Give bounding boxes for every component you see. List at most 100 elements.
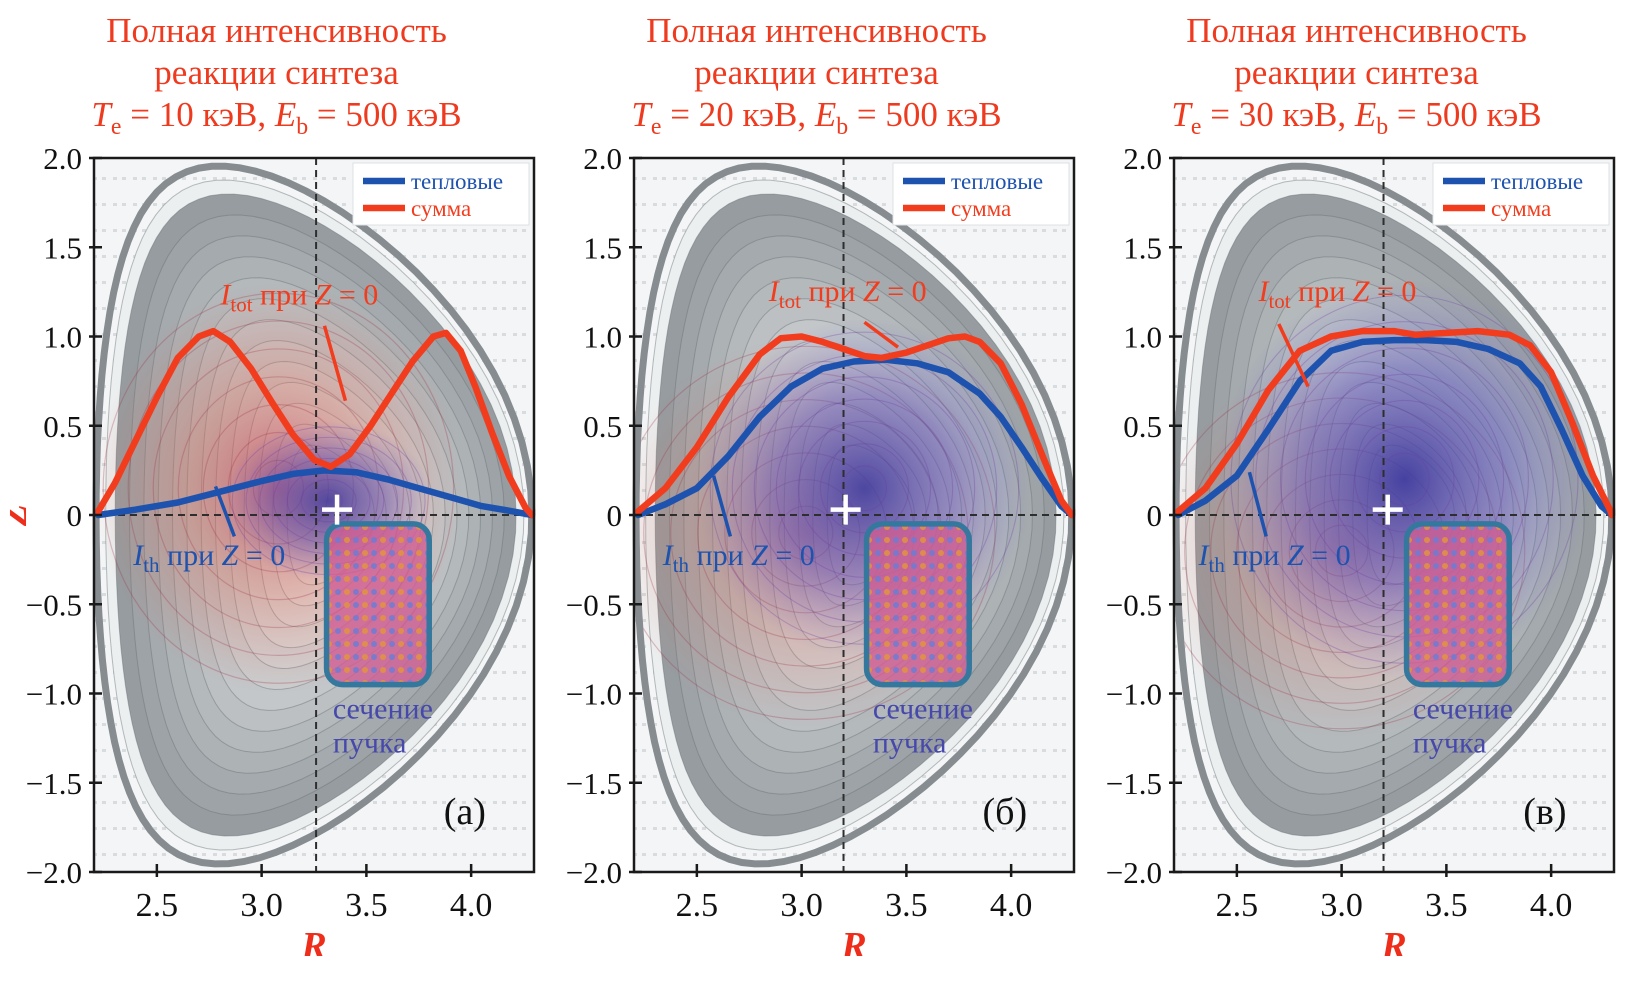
ith-annotation: Ith при Z = 0: [1198, 539, 1351, 577]
y-tick-label: 1.5: [1123, 230, 1162, 265]
y-tick-label: 0: [1147, 498, 1163, 533]
ith-annotation-leader: [1247, 471, 1268, 537]
y-tick-label: 0.5: [43, 408, 82, 443]
subtitle-segment: T: [631, 95, 651, 134]
ith-annotation: Ith при Z = 0: [132, 539, 285, 577]
subtitle-segment: = 500 кэВ: [1388, 95, 1542, 134]
y-tick-label: 2.0: [43, 144, 82, 176]
x-tick-label: 3.5: [1425, 887, 1468, 924]
curve-sum: [94, 327, 536, 518]
x-tick-label: 4.0: [990, 887, 1033, 924]
panel-a-title: Полная интенсивность реакции синтеза Te …: [7, 10, 547, 142]
x-tick-label: 4.0: [450, 887, 493, 924]
subtitle-segment: E: [814, 95, 837, 134]
subtitle-segment: = 500 кэВ: [848, 95, 1002, 134]
y-tick-label: 2.0: [583, 144, 622, 176]
beam-cross-section: [863, 520, 972, 687]
y-tick-label: −2.0: [1106, 855, 1162, 890]
subtitle-segment: = 500 кэВ: [308, 95, 462, 134]
subtitle-segment: = 30 кэВ,: [1201, 95, 1355, 134]
subtitle-segment: T: [91, 95, 111, 134]
panel-c-title-line2: реакции синтеза: [1234, 53, 1479, 92]
panel-b-subtitle: Te = 20 кэВ, Eb = 500 кэВ: [547, 94, 1087, 142]
x-tick-label: 4.0: [1530, 887, 1573, 924]
panel-letter: (а): [444, 790, 486, 832]
itot-annotation: Itot при Z = 0: [1257, 274, 1416, 312]
beam-section-label: пучка: [1413, 726, 1487, 759]
x-axis-label: R: [300, 925, 326, 956]
x-tick-label: 3.0: [780, 887, 823, 924]
y-axis-label: Z: [10, 504, 34, 527]
y-tick-label: −0.5: [26, 587, 82, 622]
beam-section-label: сечение: [333, 692, 433, 725]
separatrix-boundary: [1172, 162, 1616, 867]
itot-annotation: Itot при Z = 0: [768, 274, 927, 312]
panel-letter: (б): [983, 790, 1028, 832]
panel-b-title-line1: Полная интенсивность: [646, 11, 987, 50]
x-tick-label: 3.5: [885, 887, 928, 924]
legend-label: тепловые: [951, 169, 1043, 194]
y-tick-label: 1.0: [1123, 319, 1162, 354]
subtitle-segment: b: [836, 114, 849, 140]
subtitle-segment: e: [650, 114, 662, 140]
itot-annotation-leader: [1277, 322, 1310, 387]
x-axis-label: R: [840, 925, 866, 956]
y-tick-label: 1.0: [43, 319, 82, 354]
subtitle-segment: = 20 кэВ,: [661, 95, 815, 134]
x-tick-label: 3.5: [345, 887, 388, 924]
x-tick-label: 2.5: [136, 887, 179, 924]
panel-b-title: Полная интенсивность реакции синтеза Te …: [547, 10, 1087, 142]
panel-a: Полная интенсивность реакции синтеза Te …: [7, 2, 547, 956]
x-tick-label: 2.5: [1216, 887, 1259, 924]
y-tick-label: 0: [607, 498, 623, 533]
y-tick-label: 0.5: [583, 408, 622, 443]
curve-sum: [1174, 327, 1616, 518]
subtitle-segment: b: [296, 114, 309, 140]
beam-section-label: сечение: [1413, 692, 1513, 725]
legend-box: [1432, 162, 1610, 226]
y-tick-label: 0.5: [1123, 408, 1162, 443]
y-tick-label: 1.5: [43, 230, 82, 265]
ith-annotation-leader: [711, 474, 733, 537]
beam-cross-section: [1403, 520, 1512, 687]
beam-cross-section: [323, 520, 432, 687]
itot-annotation-leader: [322, 324, 348, 401]
beam-section-label: сечение: [873, 692, 973, 725]
panel-c: Полная интенсивность реакции синтеза Te …: [1087, 2, 1627, 956]
subtitle-segment: E: [1354, 95, 1377, 134]
subtitle-segment: T: [1171, 95, 1191, 134]
magnetic-axis-marker: [1372, 494, 1403, 525]
legend-label: сумма: [1491, 196, 1551, 221]
panel-b-title-line2: реакции синтеза: [694, 53, 939, 92]
y-tick-label: −0.5: [566, 587, 622, 622]
y-tick-label: 1.5: [583, 230, 622, 265]
y-tick-label: 0: [67, 498, 83, 533]
y-tick-label: −1.5: [566, 765, 622, 800]
y-tick-label: −2.0: [26, 855, 82, 890]
panel-c-title-line1: Полная интенсивность: [1186, 11, 1527, 50]
ith-annotation: Ith при Z = 0: [662, 539, 815, 577]
y-tick-label: −1.0: [26, 676, 82, 711]
x-tick-label: 2.5: [676, 887, 719, 924]
separatrix-boundary: [632, 162, 1076, 867]
panel-a-title-line2: реакции синтеза: [154, 53, 399, 92]
itot-annotation: Itot при Z = 0: [219, 278, 378, 316]
curve-thermal: [94, 466, 536, 518]
x-tick-label: 3.0: [240, 887, 283, 924]
magnetic-axis-marker: [322, 494, 353, 525]
legend-label: сумма: [951, 196, 1011, 221]
curve-thermal: [1174, 336, 1616, 518]
y-tick-label: −1.0: [566, 676, 622, 711]
x-axis-label: R: [1380, 925, 1406, 956]
legend-label: тепловые: [1491, 169, 1583, 194]
beam-section-label: пучка: [333, 726, 407, 759]
curve-sum: [634, 332, 1076, 518]
panel-b: Полная интенсивность реакции синтеза Te …: [547, 2, 1087, 956]
subtitle-segment: E: [274, 95, 297, 134]
panel-c-subtitle: Te = 30 кэВ, Eb = 500 кэВ: [1087, 94, 1627, 142]
magnetic-axis-marker: [830, 494, 861, 525]
